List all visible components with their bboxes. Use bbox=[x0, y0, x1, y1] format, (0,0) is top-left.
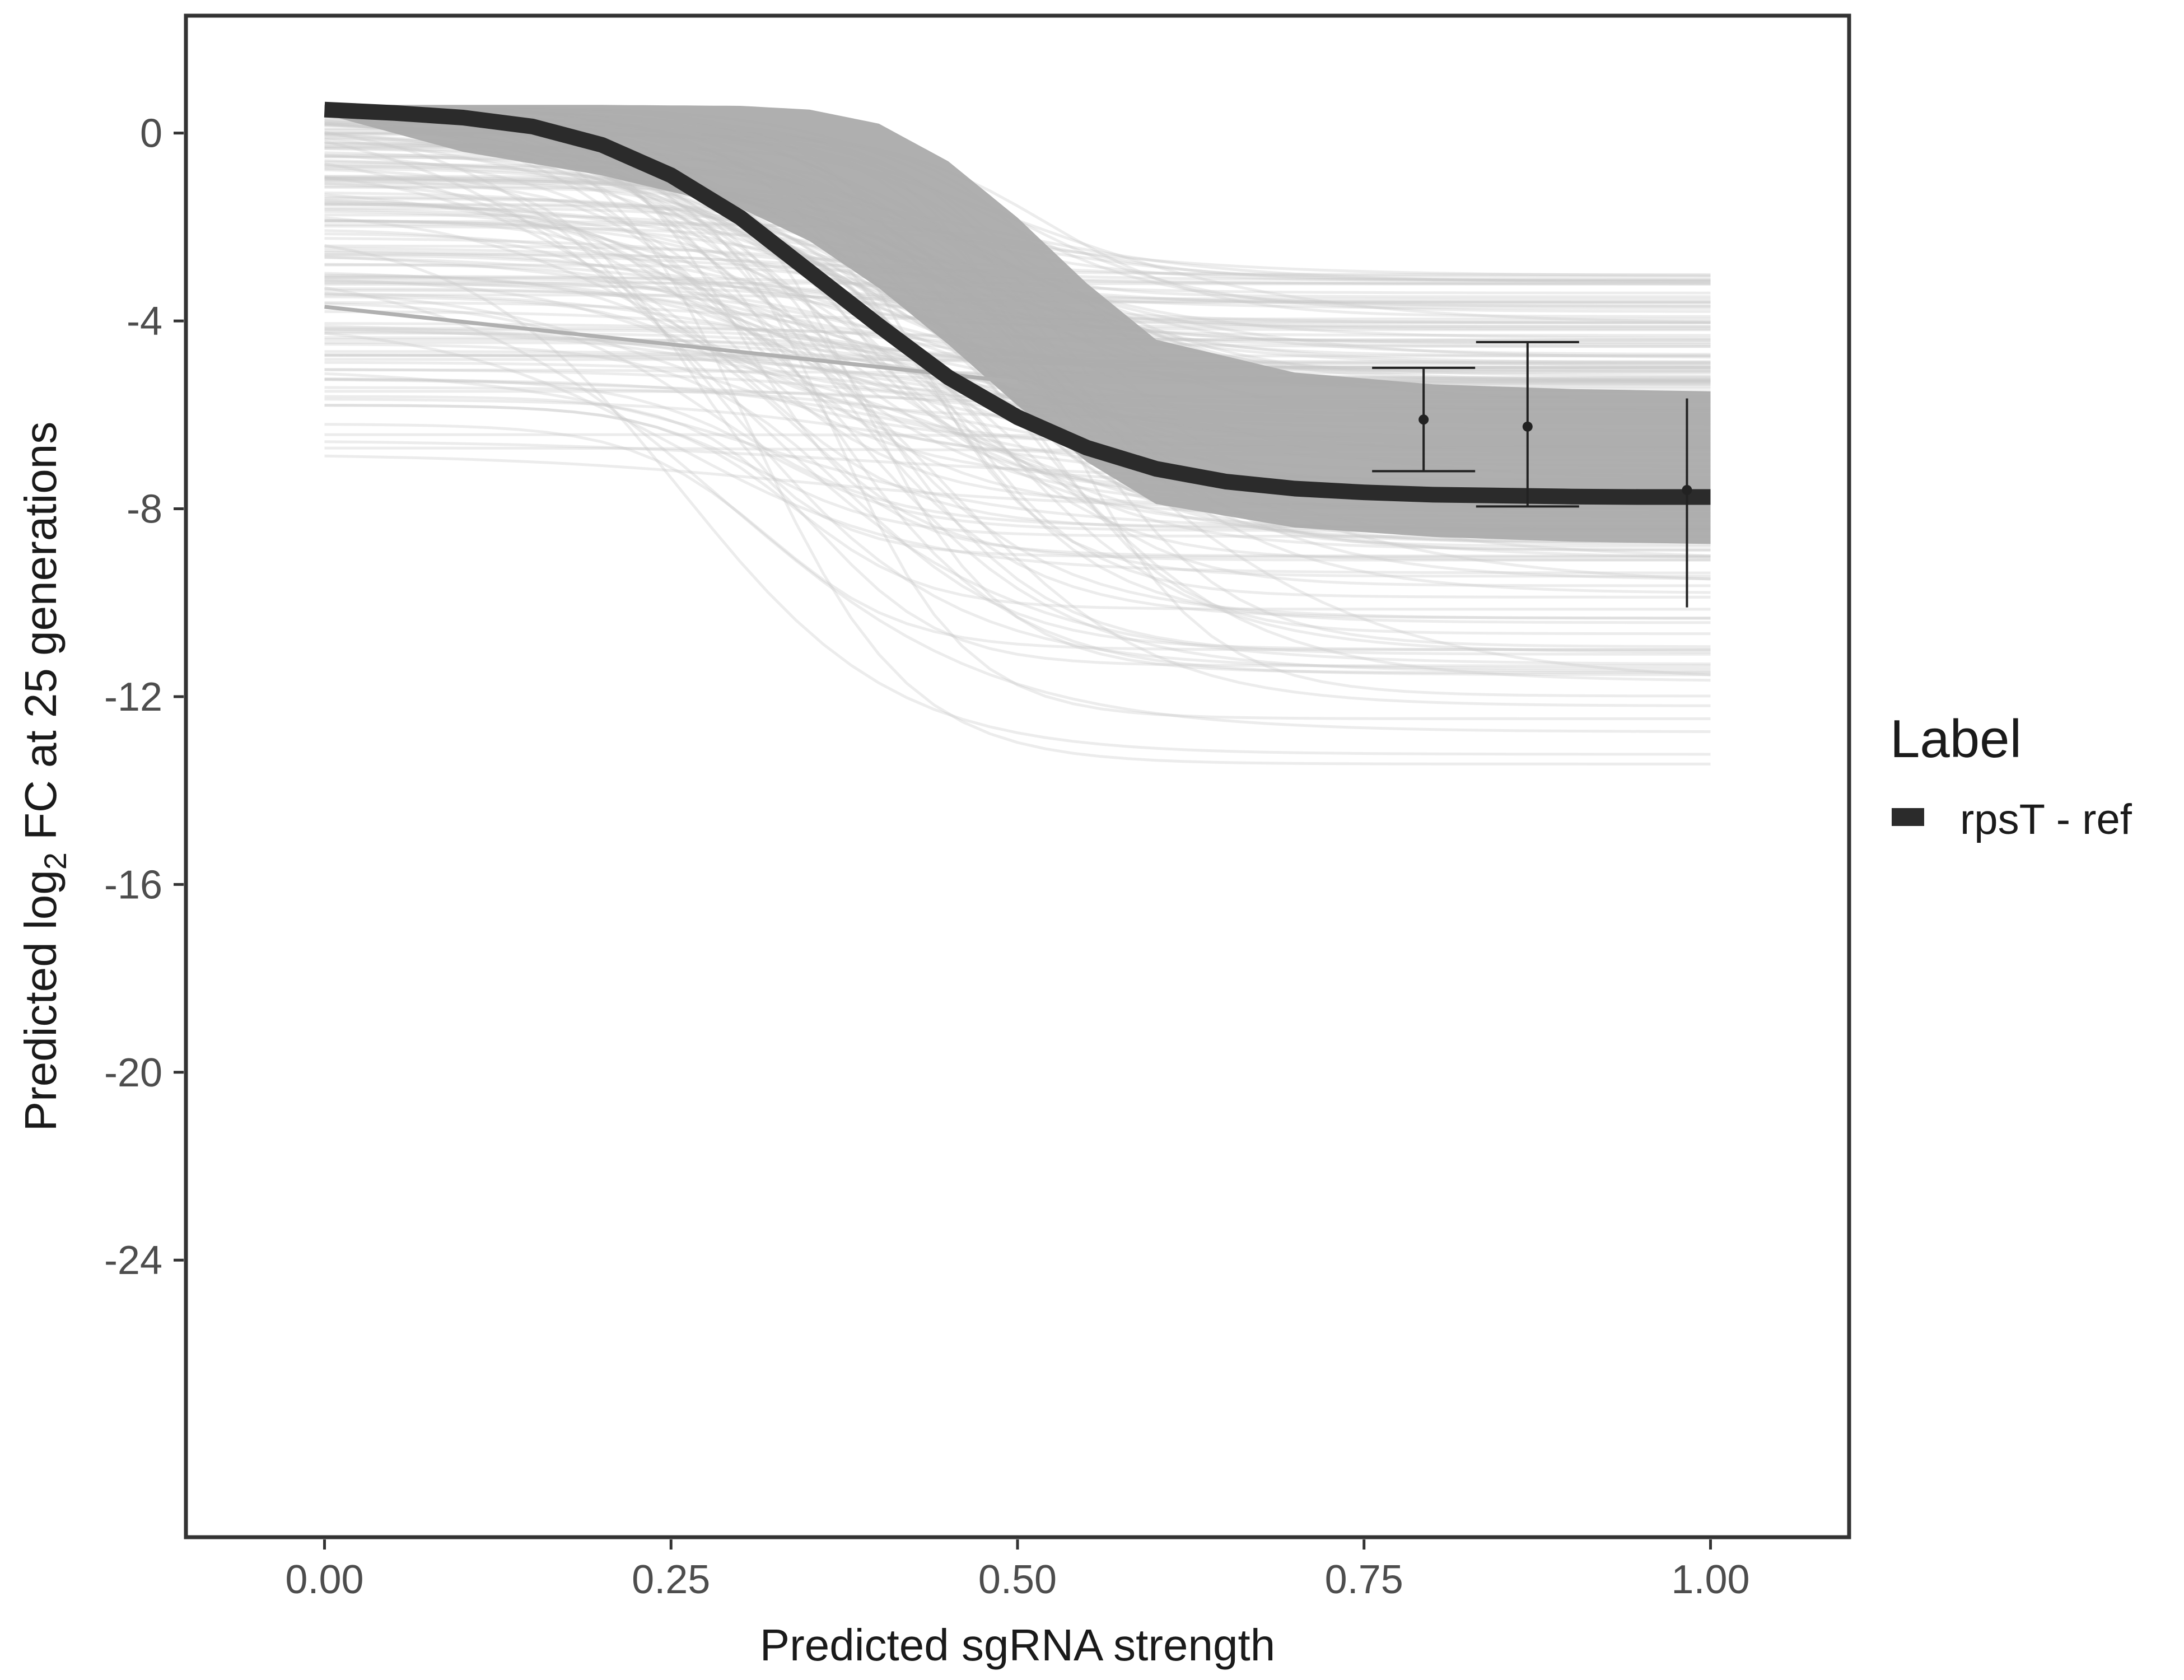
y-axis-title: Predicted log2 FC at 25 generations bbox=[16, 422, 73, 1131]
error-bar bbox=[1372, 366, 1476, 473]
x-tick-label: 0.50 bbox=[978, 1557, 1057, 1602]
reference-line bbox=[324, 305, 1018, 384]
posterior-draw-line bbox=[324, 219, 1711, 551]
x-tick-label: 0.25 bbox=[632, 1557, 710, 1602]
x-axis-title: Predicted sgRNA strength bbox=[760, 1620, 1275, 1670]
posterior-draw-line bbox=[324, 332, 1711, 575]
error-bars bbox=[1372, 340, 1692, 608]
posterior-draw-line bbox=[324, 395, 1711, 668]
y-axis: 0 -4 -8 -12 -16 -20 -24 bbox=[104, 111, 184, 1283]
y-axis-title-prefix: Predicted log bbox=[16, 870, 66, 1131]
posterior-draw-line bbox=[324, 213, 1711, 599]
credible-band bbox=[324, 105, 1711, 544]
plot-area bbox=[324, 101, 1711, 766]
x-tick-label: 1.00 bbox=[1671, 1557, 1749, 1602]
x-axis: 0.00 0.25 0.50 0.75 1.00 bbox=[285, 1539, 1750, 1602]
error-bar bbox=[1682, 398, 1692, 608]
posterior-draw-line bbox=[324, 404, 1711, 611]
posterior-draw-line bbox=[324, 176, 1711, 654]
panel-border bbox=[184, 13, 1851, 1539]
error-bar bbox=[1476, 340, 1579, 508]
main-curve-rpsT-ref bbox=[324, 101, 1711, 505]
y-tick-label: -12 bbox=[104, 675, 162, 720]
y-axis-title-suffix: FC at 25 generations bbox=[16, 422, 66, 852]
posterior-draw-line bbox=[324, 197, 1711, 561]
error-bar-point bbox=[1522, 421, 1533, 432]
y-axis-title-subscript: 2 bbox=[38, 852, 73, 870]
posterior-draw-line bbox=[324, 286, 1711, 733]
posterior-draw-line bbox=[324, 168, 1711, 558]
y-tick-label: -4 bbox=[127, 299, 162, 344]
posterior-draw-line bbox=[324, 295, 1711, 562]
posterior-draw-line bbox=[324, 140, 1711, 666]
legend-label: rpsT - ref bbox=[1960, 796, 2132, 843]
y-tick-label: 0 bbox=[140, 111, 162, 156]
posterior-draw-line bbox=[324, 423, 1711, 651]
x-tick-label: 0.75 bbox=[1325, 1557, 1403, 1602]
x-tick-label: 0.00 bbox=[285, 1557, 363, 1602]
y-tick-label: -20 bbox=[104, 1051, 162, 1095]
legend-title: Label bbox=[1890, 709, 2022, 769]
y-tick-label: -16 bbox=[104, 862, 162, 907]
posterior-draw-line bbox=[324, 130, 1711, 670]
y-tick-label: -8 bbox=[127, 487, 162, 532]
error-bar-point bbox=[1682, 484, 1692, 495]
posterior-draw-line bbox=[324, 327, 1711, 559]
y-tick-label: -24 bbox=[104, 1238, 162, 1283]
posterior-draw-line bbox=[324, 263, 1711, 636]
posterior-draw-line bbox=[324, 244, 1711, 756]
legend-key bbox=[1892, 808, 1924, 826]
posterior-draw-line bbox=[324, 199, 1711, 673]
posterior-draw-line bbox=[324, 343, 1711, 651]
posterior-draw-line bbox=[324, 280, 1711, 707]
error-bar-point bbox=[1418, 414, 1429, 425]
legend: Label rpsT - ref bbox=[1890, 709, 2132, 843]
